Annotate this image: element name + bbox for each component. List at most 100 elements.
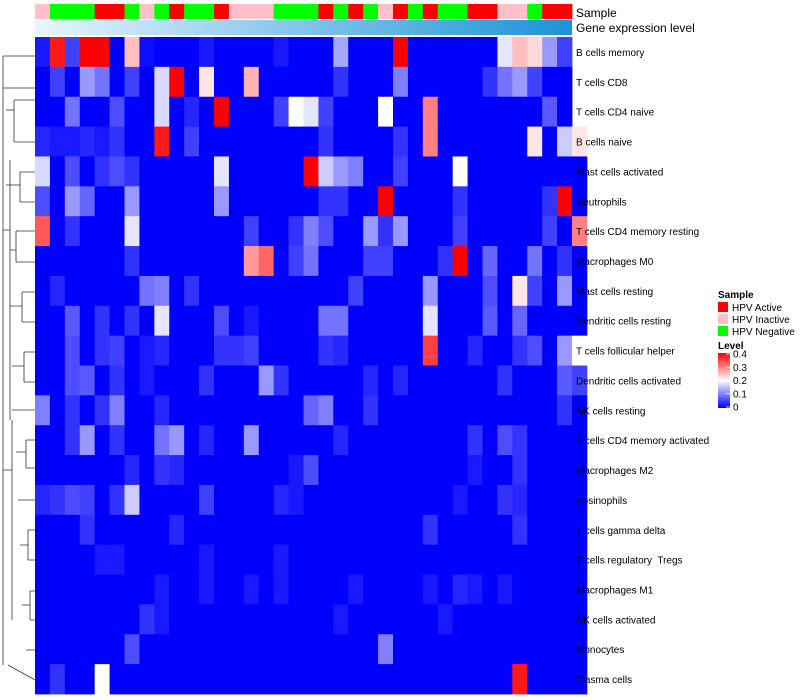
- heatmap-cell: [333, 246, 349, 277]
- heatmap-cell: [422, 246, 439, 277]
- heatmap-cell: [437, 37, 454, 68]
- heatmap-cell: [228, 66, 245, 98]
- heatmap-cell: [109, 96, 125, 127]
- heatmap-cell: [109, 365, 125, 396]
- heatmap-cell: [303, 216, 319, 247]
- heatmap-cell: [228, 604, 245, 635]
- heatmap-cell: [512, 156, 528, 187]
- heatmap-cell: [318, 96, 334, 127]
- heatmap-cell: [79, 634, 96, 665]
- heatmap-cell: [512, 425, 528, 456]
- heatmap-cell: [184, 216, 200, 247]
- heatmap-cell: [318, 604, 334, 635]
- heatmap-cell: [154, 604, 170, 635]
- heatmap-cell: [482, 66, 498, 98]
- heatmap-cell: [109, 275, 125, 307]
- heatmap-cell: [512, 514, 528, 546]
- heatmap-cell: [35, 484, 51, 516]
- heatmap-cell: [407, 156, 424, 187]
- heatmap-cell: [333, 186, 349, 217]
- heatmap-cell: [557, 216, 573, 247]
- heatmap-cell: [109, 66, 125, 98]
- heatmap-cell: [139, 574, 155, 605]
- heatmap-cell: [154, 96, 170, 127]
- heatmap-cell: [184, 275, 200, 307]
- heatmap-cell: [154, 66, 170, 98]
- heatmap-cell: [228, 216, 245, 247]
- heatmap-cell: [243, 156, 260, 187]
- sample-annotation-cell: [482, 4, 498, 19]
- heatmap-cell: [109, 634, 125, 665]
- heatmap-cell: [94, 305, 110, 337]
- heatmap-cell: [333, 514, 349, 546]
- heatmap-cell: [422, 574, 439, 605]
- heatmap-cell: [557, 66, 573, 98]
- heatmap-cell: [243, 365, 260, 396]
- heatmap-cell: [288, 126, 304, 157]
- heatmap-cell: [243, 305, 260, 337]
- heatmap-cell: [288, 66, 304, 98]
- heatmap-cell: [542, 604, 558, 635]
- heatmap-cell: [49, 216, 66, 247]
- heatmap-cell: [109, 514, 125, 546]
- heatmap-cell: [542, 484, 558, 516]
- heatmap-cell: [497, 484, 513, 516]
- heatmap-cell: [228, 156, 245, 187]
- heatmap-cell: [333, 664, 349, 695]
- legend-swatch: [718, 302, 728, 312]
- heatmap-cell: [273, 664, 289, 695]
- heatmap-cell: [214, 96, 230, 127]
- heatmap-cell: [199, 305, 215, 337]
- heatmap-cell: [572, 664, 588, 695]
- sample-annotation-cell: [452, 4, 468, 19]
- heatmap-cell: [467, 156, 483, 187]
- heatmap-cell: [94, 37, 110, 68]
- heatmap-cell: [258, 455, 275, 486]
- sample-annotation-cell: [437, 4, 454, 19]
- heatmap-cell: [258, 365, 275, 396]
- heatmap-cell: [572, 186, 588, 217]
- heatmap-cell: [199, 96, 215, 127]
- heatmap-cell: [467, 126, 483, 157]
- heatmap-cell: [333, 544, 349, 575]
- heatmap-cell: [363, 335, 379, 366]
- heatmap-cell: [452, 544, 468, 575]
- heatmap-cell: [378, 216, 394, 247]
- heatmap-cell: [169, 37, 185, 68]
- heatmap-cell: [482, 275, 498, 307]
- heatmap-cell: [378, 335, 394, 366]
- heatmap-cell: [482, 186, 498, 217]
- heatmap-cell: [407, 455, 424, 486]
- heatmap-cell: [422, 365, 439, 396]
- sample-annotation-cell: [318, 4, 334, 19]
- legend-label: HPV Inactive: [732, 315, 790, 326]
- heatmap-cell: [243, 634, 260, 665]
- row-label: Macrophages M1: [576, 585, 654, 596]
- heatmap-cell: [228, 395, 245, 426]
- heatmap-cell: [348, 604, 364, 635]
- heatmap-cell: [94, 246, 110, 277]
- heatmap-cell: [422, 455, 439, 486]
- heatmap-cell: [303, 574, 319, 605]
- heatmap-cell: [124, 544, 140, 575]
- heatmap-cell: [452, 425, 468, 456]
- heatmap-cell: [333, 455, 349, 486]
- heatmap-cell: [139, 514, 155, 546]
- heatmap-cell: [512, 574, 528, 605]
- heatmap-cell: [288, 455, 304, 486]
- heatmap-cell: [333, 395, 349, 426]
- level-tick-label: 0: [733, 403, 739, 414]
- heatmap-cell: [49, 96, 66, 127]
- heatmap-cell: [243, 66, 260, 98]
- heatmap-cell: [572, 514, 588, 546]
- heatmap-cell: [542, 186, 558, 217]
- heatmap-cell: [184, 455, 200, 486]
- heatmap-cell: [64, 335, 81, 366]
- heatmap-cell: [214, 634, 230, 665]
- heatmap-cell: [258, 305, 275, 337]
- heatmap-cell: [228, 305, 245, 337]
- heatmap-cell: [303, 395, 319, 426]
- heatmap-cell: [437, 66, 454, 98]
- heatmap-cell: [288, 96, 304, 127]
- heatmap-cell: [452, 664, 468, 695]
